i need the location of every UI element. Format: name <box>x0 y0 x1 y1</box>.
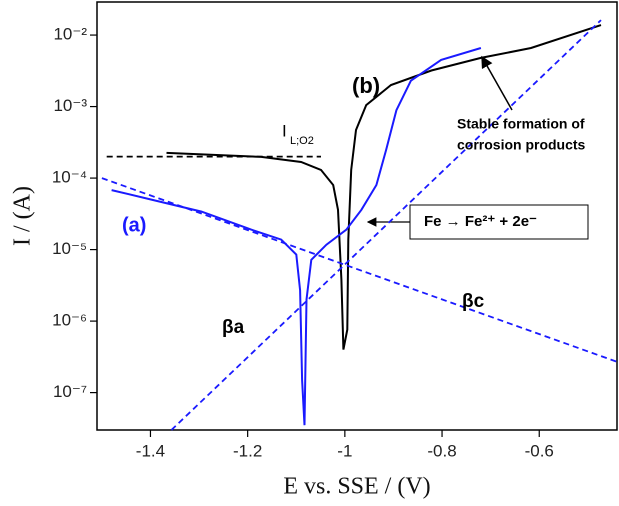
x-tick-label: -0.8 <box>427 441 456 460</box>
annotation: Stable formation of <box>457 116 585 132</box>
annotation: Fe → Fe²⁺ + 2e⁻ <box>424 213 537 230</box>
annotation: L;O2 <box>290 135 314 147</box>
annotation: (a) <box>122 214 146 236</box>
y-tick-label: 10⁻⁵ <box>52 239 87 258</box>
y-tick-label: 10⁻⁶ <box>52 311 87 330</box>
y-tick-label: 10⁻⁷ <box>53 382 87 401</box>
curve <box>166 24 602 350</box>
y-tick-label: 10⁻³ <box>53 96 87 115</box>
x-tick-label: -1.2 <box>233 441 262 460</box>
tangent-line <box>101 177 618 363</box>
x-tick-label: -0.6 <box>525 441 554 460</box>
y-axis-title: I / (A) <box>10 186 36 246</box>
annotation: corrosion products <box>457 137 586 153</box>
y-tick-label: 10⁻⁴ <box>52 168 87 187</box>
reaction-box <box>409 204 589 240</box>
x-tick-label: -1 <box>337 441 352 460</box>
plot-frame <box>96 1 618 431</box>
annotation: (b) <box>352 73 380 98</box>
arrow <box>481 55 513 111</box>
x-axis-title: E vs. SSE / (V) <box>283 474 430 500</box>
annotation: I <box>282 121 287 140</box>
y-tick-label: 10⁻² <box>53 25 87 44</box>
x-tick-label: -1.4 <box>136 441 165 460</box>
curve <box>111 47 482 426</box>
tangent-line <box>170 19 602 431</box>
annotation: βa <box>222 317 245 338</box>
annotation: βc <box>462 291 485 312</box>
